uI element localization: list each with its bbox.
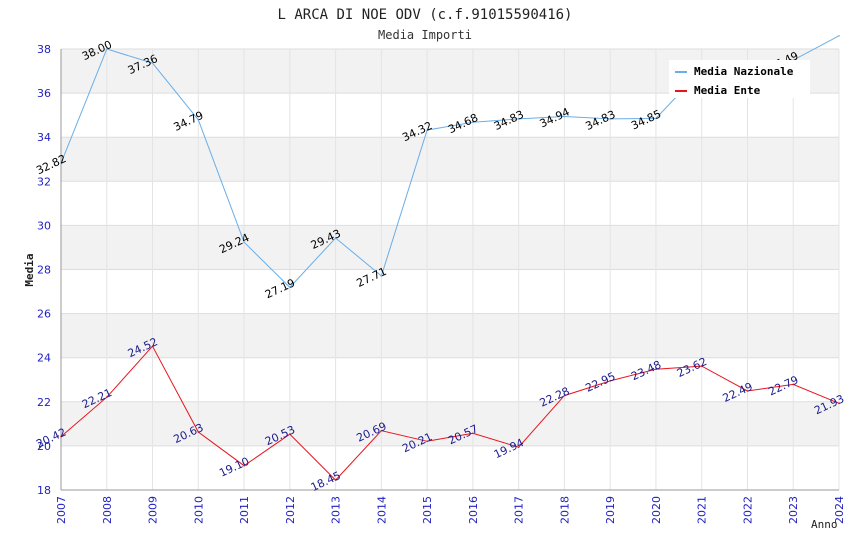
x-tick-label: 2016: [467, 496, 480, 524]
data-point: [426, 440, 428, 443]
x-tick-label: 2009: [147, 496, 160, 524]
data-label: 34.85: [629, 107, 663, 132]
data-point: [426, 129, 428, 131]
data-point: [60, 162, 62, 165]
x-tick-label: 2020: [650, 496, 663, 524]
grid-bands: [61, 49, 839, 446]
legend-box: [669, 60, 810, 98]
y-tick-label: 34: [37, 131, 51, 144]
data-point: [838, 402, 840, 405]
grid-band: [61, 225, 839, 270]
series-line-ente: [60, 345, 840, 481]
data-point: [517, 118, 520, 120]
x-tick-label: 2015: [421, 496, 434, 524]
data-point: [472, 432, 474, 435]
x-tick-label: 2014: [375, 496, 388, 524]
data-label: 34.83: [583, 108, 617, 133]
y-tick-label: 36: [37, 87, 51, 100]
legend-label-ente: Media Ente: [694, 84, 761, 97]
y-tick-label: 30: [37, 219, 51, 232]
data-point: [517, 446, 520, 449]
y-axis-label: Media: [23, 253, 36, 286]
data-point: [563, 394, 566, 397]
legend-label-nazionale: Media Nazionale: [694, 65, 794, 78]
data-point: [792, 383, 795, 386]
data-point: [380, 275, 383, 277]
data-label: 34.68: [446, 111, 480, 136]
data-point: [609, 118, 611, 120]
data-point: [472, 121, 474, 124]
x-tick-label: 2024: [833, 496, 846, 524]
data-point: [243, 464, 245, 467]
data-point: [838, 34, 840, 37]
data-point: [105, 48, 108, 50]
data-point: [655, 117, 657, 120]
data-label: 34.79: [172, 109, 206, 134]
x-tick-label: 2022: [741, 496, 754, 524]
data-point: [60, 435, 62, 438]
data-point: [105, 396, 108, 398]
data-point: [609, 380, 611, 382]
data-label: 34.83: [492, 108, 526, 133]
axes: [60, 49, 839, 491]
data-label: 23.48: [629, 358, 663, 383]
x-tick-labels: 2007 2008 2009 2010 2011 2012 2013 2014 2015 2016…: [55, 496, 846, 524]
x-tick-label: 2018: [558, 496, 571, 524]
data-label: 34.94: [538, 105, 572, 130]
x-axis-label: Anno: [811, 518, 838, 531]
x-tick-label: 2019: [604, 496, 617, 524]
y-tick-label: 38: [37, 43, 51, 56]
data-point: [334, 479, 337, 481]
data-point: [380, 429, 383, 432]
legend: Media Nazionale Media Ente: [669, 60, 810, 98]
data-point: [655, 368, 657, 370]
data-label: 22.49: [721, 380, 755, 405]
chart-title: L ARCA DI NOE ODV (c.f.91015590416): [277, 7, 572, 23]
x-tick-label: 2013: [330, 496, 343, 524]
data-point: [151, 345, 154, 348]
x-tick-label: 2011: [238, 496, 251, 524]
data-point: [151, 62, 154, 64]
data-point: [563, 115, 566, 118]
x-tick-label: 2017: [513, 496, 526, 524]
grid-band: [61, 401, 839, 446]
data-point: [700, 365, 703, 367]
data-label: 20.42: [34, 426, 68, 451]
y-tick-label: 32: [37, 175, 51, 188]
y-tick-label: 20: [37, 440, 51, 453]
data-label: 22.79: [766, 373, 800, 398]
data-point: [289, 286, 291, 289]
data-point: [334, 237, 337, 239]
y-tick-label: 28: [37, 264, 51, 277]
y-tick-label: 22: [37, 396, 51, 409]
y-tick-labels: 18 20 22 24 26 28 30 32 34 36 38: [37, 43, 51, 497]
y-tick-label: 24: [37, 352, 51, 365]
data-point: [197, 431, 200, 433]
x-tick-label: 2007: [55, 496, 68, 524]
grid-band: [61, 313, 839, 358]
data-point: [243, 241, 245, 243]
chart-subtitle: Media Importi: [378, 28, 472, 42]
grid-band: [61, 137, 839, 182]
data-label: 27.19: [263, 276, 297, 301]
data-label: 23.62: [675, 355, 709, 380]
data-point: [197, 118, 200, 121]
y-tick-label: 18: [37, 484, 51, 497]
data-label: 22.95: [583, 370, 617, 395]
data-point: [289, 433, 291, 436]
y-tick-label: 26: [37, 308, 51, 321]
x-tick-label: 2023: [787, 496, 800, 524]
x-tick-label: 2012: [284, 496, 297, 524]
x-tick-label: 2021: [696, 496, 709, 524]
data-point: [746, 390, 749, 392]
x-tick-label: 2008: [101, 496, 114, 524]
x-tick-label: 2010: [192, 496, 205, 524]
